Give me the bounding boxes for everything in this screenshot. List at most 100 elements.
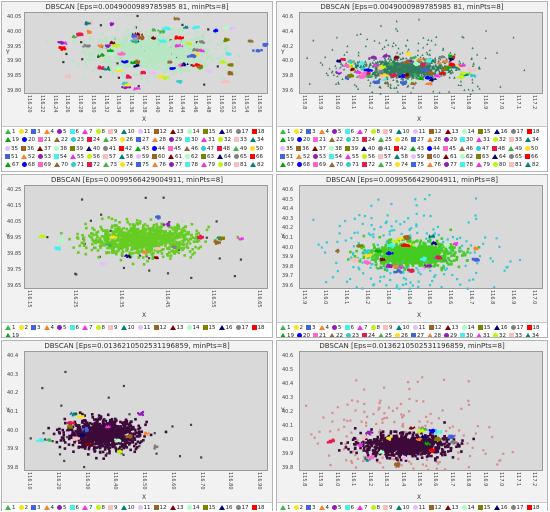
cluster-point	[158, 61, 162, 64]
legend-label: 9	[114, 129, 118, 135]
legend-label: 41	[384, 145, 391, 152]
legend-item: 21	[38, 136, 51, 144]
cluster-point	[195, 232, 198, 236]
cluster-point	[407, 51, 410, 55]
legend-label: 64	[499, 153, 506, 160]
cluster-point	[171, 40, 175, 44]
cluster-point	[395, 75, 399, 79]
plot-area[interactable]	[299, 12, 543, 95]
cluster-point	[138, 221, 142, 225]
cluster-point	[393, 64, 397, 68]
cluster-point	[162, 43, 166, 46]
cluster-point	[153, 237, 156, 241]
legend-item: 11	[412, 128, 426, 136]
cluster-point	[157, 37, 160, 41]
legend: 1 2 3 4 5 6 7 8 9 10 11 12 13 14 15 16 17 1819 20 21 22 23 24 2…	[2, 126, 272, 171]
cluster-point	[264, 43, 267, 47]
legend-item: 82	[525, 161, 539, 169]
noise-point	[397, 83, 400, 87]
legend-label: 81	[515, 162, 522, 169]
cluster-point	[180, 63, 183, 66]
legend-label: 76	[434, 162, 441, 169]
legend-marker	[357, 129, 363, 134]
noise-point	[308, 82, 311, 85]
cluster-point	[107, 216, 111, 219]
cluster-point	[153, 47, 157, 51]
cluster-point	[63, 48, 67, 52]
noise-point	[393, 86, 396, 89]
legend-marker	[394, 145, 399, 151]
cluster-point	[174, 230, 178, 234]
legend-marker	[218, 129, 225, 134]
cluster-point	[169, 67, 172, 70]
x-tick-label: 116.24	[51, 95, 58, 113]
cluster-point	[134, 36, 137, 40]
cluster-point	[136, 231, 139, 235]
cluster-point	[399, 57, 403, 61]
legend-item: 73	[103, 161, 117, 169]
plot-area[interactable]	[24, 185, 268, 289]
legend-marker	[344, 129, 350, 134]
legend-marker	[361, 145, 367, 151]
noise-point	[495, 51, 499, 54]
legend-marker	[296, 153, 302, 159]
cluster-point	[139, 39, 143, 43]
legend-label: 66	[531, 153, 538, 160]
cluster-point	[154, 49, 158, 52]
legend-marker	[21, 153, 27, 159]
cluster-point	[124, 51, 128, 55]
legend-item: 46	[459, 145, 473, 153]
cluster-point	[181, 57, 185, 60]
y-tick-label: 40.2	[282, 43, 294, 50]
cluster-point	[205, 55, 209, 59]
cluster-point	[156, 54, 160, 58]
cluster-point	[387, 54, 391, 58]
noise-point	[471, 78, 474, 81]
cluster-point	[414, 55, 418, 58]
noise-point	[409, 91, 413, 94]
cluster-point	[63, 47, 67, 51]
cluster-point	[358, 70, 361, 74]
cluster-point	[118, 55, 122, 59]
cluster-point	[398, 67, 402, 71]
noise-point	[369, 81, 372, 84]
x-tick-label: 116.22	[38, 95, 45, 113]
cluster-point	[108, 51, 112, 54]
legend-marker	[280, 153, 285, 159]
noise-point	[417, 18, 421, 21]
cluster-point	[367, 74, 371, 77]
cluster-point	[449, 59, 452, 62]
legend-marker	[201, 145, 206, 151]
noise-point	[373, 39, 376, 42]
noise-point	[426, 52, 429, 56]
cluster-point	[214, 34, 218, 37]
cluster-point	[195, 63, 198, 66]
plot-area[interactable]	[24, 12, 269, 94]
cluster-point	[185, 237, 189, 241]
cluster-point	[83, 49, 87, 53]
cluster-point	[373, 73, 377, 77]
cluster-point	[76, 32, 79, 36]
cluster-point	[206, 42, 210, 46]
cluster-point	[390, 69, 394, 72]
cluster-point	[205, 51, 208, 55]
cluster-point	[118, 241, 122, 244]
cluster-point	[150, 253, 154, 256]
cluster-point	[121, 44, 125, 48]
cluster-point	[439, 61, 442, 64]
cluster-point	[165, 68, 169, 72]
cluster-point	[141, 49, 145, 53]
cluster-point	[132, 227, 135, 231]
noise-point	[421, 53, 424, 56]
legend-label: 31	[483, 137, 490, 144]
legend-marker	[427, 162, 433, 168]
cluster-point	[98, 65, 101, 68]
y-tick-label: 39.8	[282, 73, 294, 80]
cluster-point	[132, 225, 135, 228]
legend-label: 55	[352, 153, 359, 160]
cluster-point	[441, 71, 444, 75]
cluster-point	[412, 56, 415, 59]
legend-label: 75	[142, 162, 149, 169]
cluster-point	[114, 219, 117, 222]
cluster-point	[400, 77, 403, 80]
